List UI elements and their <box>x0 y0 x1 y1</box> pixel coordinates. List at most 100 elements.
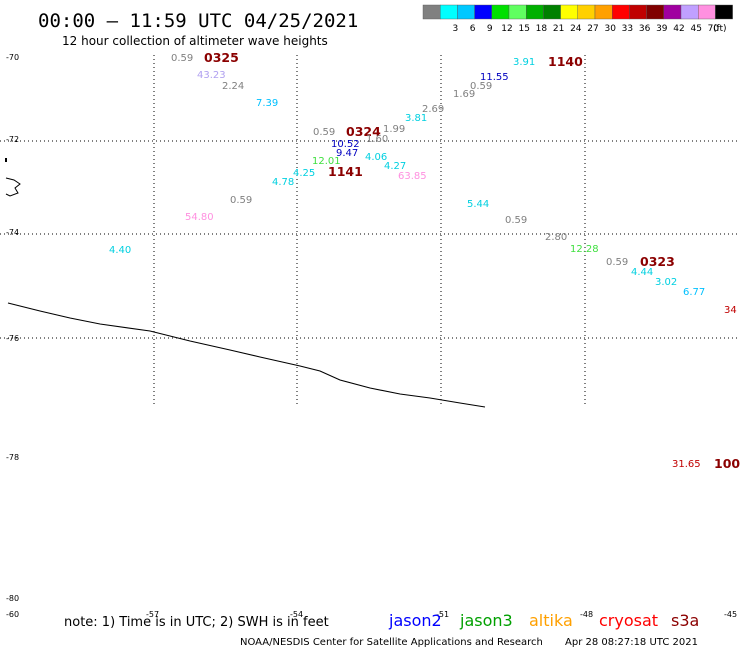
legend-swatch <box>577 4 596 20</box>
wave-height-value: 6.77 <box>683 287 705 298</box>
wave-height-value: 0.59 <box>505 215 527 226</box>
small-mark <box>5 158 7 162</box>
legend-tick-label: 42 <box>673 24 684 34</box>
wave-height-value: 1.69 <box>453 89 475 100</box>
legend-tick-label: 33 <box>622 24 633 34</box>
satellite-name-altika: altika <box>529 611 573 630</box>
legend-tick-label: 36 <box>639 24 651 34</box>
wave-height-value: 2.24 <box>222 81 244 92</box>
legend-swatch <box>491 4 510 20</box>
legend-tick-label: 45 <box>690 24 701 34</box>
legend-tick-label: 27 <box>587 24 598 34</box>
wave-height-value: 3.81 <box>405 113 427 124</box>
wave-height-value: 0.59 <box>470 81 492 92</box>
legend-swatch <box>594 4 613 20</box>
legend-swatch <box>629 4 647 20</box>
satellite-name-jason2: jason2 <box>388 611 442 630</box>
wave-height-value: 3.02 <box>655 277 677 288</box>
satellite-name-jason3: jason3 <box>459 611 513 630</box>
wave-height-value: 0.59 <box>606 257 628 268</box>
color-legend: 3 6 9 12 15 18 21 24 27 30 33 36 39 42 45 70 <box>422 4 733 34</box>
wave-height-value: 4.40 <box>109 245 131 256</box>
legend-tick-label: 18 <box>536 24 548 34</box>
legend-swatch <box>508 4 527 20</box>
wave-height-value: 4.27 <box>384 161 406 172</box>
wave-height-value: 0.59 <box>230 195 252 206</box>
wave-height-value: 5.44 <box>467 199 489 210</box>
legend-tick-label: 6 <box>470 24 476 34</box>
wave-height-value: 0.59 <box>313 127 335 138</box>
wave-height-value: 31.65 <box>672 459 701 470</box>
legend-unit: (ft) <box>713 24 727 34</box>
wave-height-value: 3.91 <box>513 57 535 68</box>
lat-label: -72 <box>6 135 19 144</box>
wave-height-value: 11.55 <box>480 72 509 83</box>
legend-swatch <box>526 4 544 20</box>
legend-tick-label: 3 <box>453 24 459 34</box>
lon-label: -48 <box>580 610 593 619</box>
lat-label: -78 <box>6 453 19 462</box>
time-label: 1140 <box>548 54 583 69</box>
wave-height-value: 2.69 <box>422 104 444 115</box>
wave-height-value: 4.25 <box>293 168 315 179</box>
wave-height-value: 63.85 <box>398 171 427 182</box>
legend-swatch <box>474 4 493 20</box>
lat-label: -80 <box>6 594 19 603</box>
time-label: 100 <box>714 456 740 471</box>
legend-tick-label: 12 <box>501 24 512 34</box>
legend-tick-label: 9 <box>487 24 493 34</box>
wave-height-value: 12.01 <box>312 156 341 167</box>
time-label: 0323 <box>640 254 675 269</box>
lat-label: -74 <box>6 228 19 237</box>
satellite-legend: jason2 jason3 altika cryosat s3a <box>388 611 699 630</box>
legend-swatch <box>680 4 699 20</box>
time-label: 1141 <box>328 164 363 179</box>
lat-lon-grid <box>0 55 740 405</box>
time-label: 0325 <box>204 50 239 65</box>
map-subtitle: 12 hour collection of altimeter wave hei… <box>62 34 328 48</box>
wave-height-value: 4.44 <box>631 267 653 278</box>
legend-tick-label: 30 <box>604 24 616 34</box>
wave-height-value: 1.60 <box>366 134 388 145</box>
wave-height-value: 7.39 <box>256 98 278 109</box>
lon-label: -51 <box>436 610 449 619</box>
footer-note: note: 1) Time is in UTC; 2) SWH is in fe… <box>64 615 329 630</box>
wave-height-value: 4.78 <box>272 177 294 188</box>
wave-height-value: 10.52 <box>331 139 360 150</box>
lon-label: -60 <box>6 610 19 619</box>
legend-swatch <box>457 4 475 20</box>
wave-height-value: 0.59 <box>171 53 193 64</box>
legend-tick-label: 70 <box>708 24 720 34</box>
legend-tick-label: 15 <box>518 24 529 34</box>
legend-swatch <box>646 4 664 20</box>
legend-swatch <box>715 4 733 20</box>
wave-height-value: 1.99 <box>383 124 405 135</box>
wave-height-value: 2.80 <box>545 232 567 243</box>
island-outline <box>5 177 21 197</box>
legend-tick-label: 39 <box>656 24 668 34</box>
satellite-name-cryosat: cryosat <box>599 611 658 630</box>
footer-credit: NOAA/NESDIS Center for Satellite Applica… <box>240 637 543 648</box>
wave-height-value: 43.23 <box>197 70 226 81</box>
lon-label: -45 <box>724 610 737 619</box>
wave-height-value: 4.06 <box>365 152 387 163</box>
time-label: 0324 <box>346 124 381 139</box>
coastline <box>7 302 486 408</box>
wave-height-value: 12.28 <box>570 244 599 255</box>
lon-label: -57 <box>146 610 159 619</box>
legend-swatch <box>422 4 441 20</box>
legend-swatch <box>698 4 716 20</box>
satellite-name-s3a: s3a <box>671 611 699 630</box>
lon-label: -54 <box>290 610 303 619</box>
lat-label: -76 <box>6 334 19 343</box>
legend-swatch <box>543 4 561 20</box>
legend-swatch <box>560 4 578 20</box>
wave-height-value: 9.47 <box>336 148 358 159</box>
legend-swatch <box>663 4 682 20</box>
footer-timestamp: Apr 28 08:27:18 UTC 2021 <box>565 637 698 648</box>
legend-tick-label: 24 <box>570 24 582 34</box>
lat-label: -70 <box>6 53 19 62</box>
